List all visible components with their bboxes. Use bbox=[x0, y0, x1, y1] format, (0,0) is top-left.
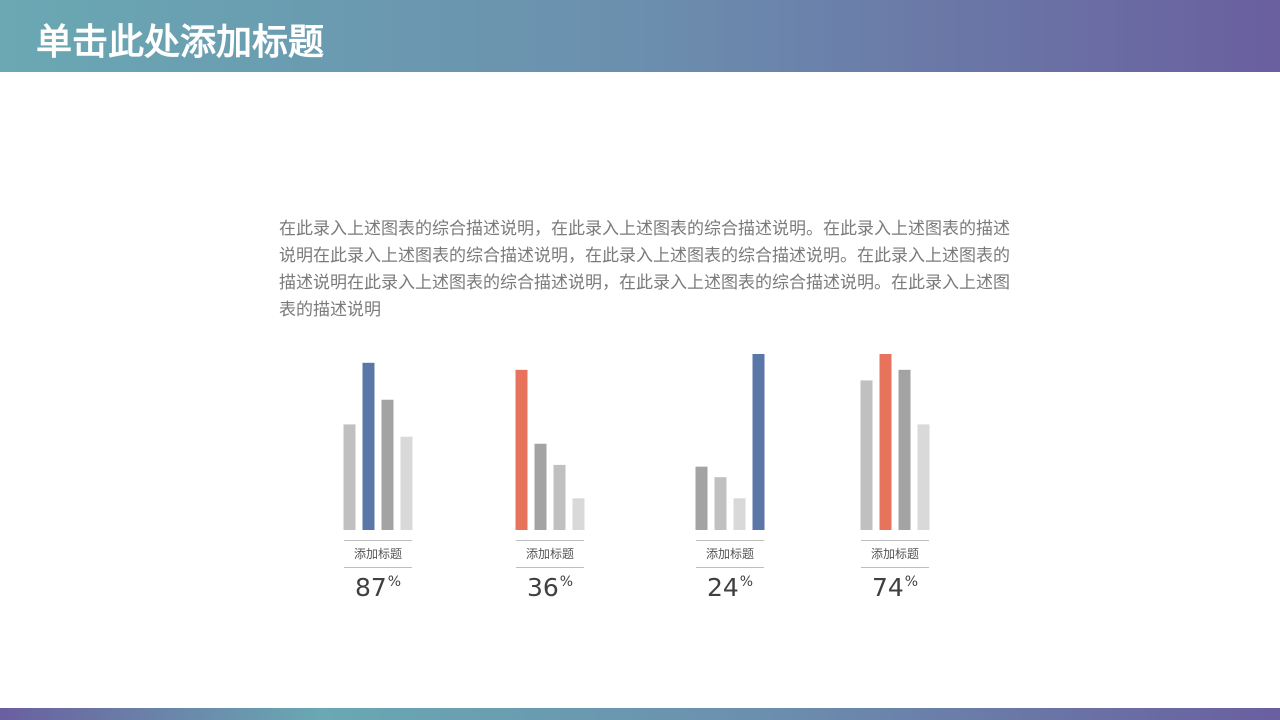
chart-1-bar-4 bbox=[400, 436, 413, 530]
chart-1-label-bottom-line bbox=[344, 567, 412, 568]
chart-2-label: 添加标题 bbox=[525, 547, 574, 561]
chart-3-bar-1 bbox=[695, 466, 708, 530]
chart-2-bar-3 bbox=[553, 464, 566, 530]
chart-2-percent: 36% bbox=[490, 573, 610, 602]
chart-1-bar-1 bbox=[343, 424, 356, 530]
chart-4-bar-1 bbox=[860, 380, 873, 530]
chart-1-percent-number: 87 bbox=[354, 573, 387, 602]
chart-1-label: 添加标题 bbox=[353, 547, 402, 561]
footer-bar bbox=[0, 708, 1280, 720]
chart-3-bar-4 bbox=[752, 354, 765, 530]
chart-3-percent-number: 24 bbox=[706, 573, 739, 602]
chart-4-label: 添加标题 bbox=[870, 547, 919, 561]
chart-3-percent-unit: % bbox=[739, 574, 754, 590]
chart-1-percent: 87% bbox=[318, 573, 438, 602]
chart-2-percent-number: 36 bbox=[526, 573, 559, 602]
chart-4-percent-number: 74 bbox=[871, 573, 904, 602]
chart-1-bar-3 bbox=[381, 399, 394, 530]
chart-3-label-top-line bbox=[696, 540, 764, 541]
chart-1-percent-unit: % bbox=[387, 574, 402, 590]
chart-4-label-top-line bbox=[861, 540, 929, 541]
chart-4-bar-4 bbox=[917, 424, 930, 530]
chart-4-bar-3 bbox=[898, 369, 911, 530]
header-bar bbox=[0, 0, 1280, 72]
chart-3-bar-3 bbox=[733, 498, 746, 530]
chart-3-percent: 24% bbox=[670, 573, 790, 602]
chart-4-percent-unit: % bbox=[904, 574, 919, 590]
chart-2-label-top-line bbox=[516, 540, 584, 541]
chart-3-label: 添加标题 bbox=[705, 547, 754, 561]
page-title: 单击此处添加标题 bbox=[36, 22, 325, 63]
chart-4-percent: 74% bbox=[835, 573, 955, 602]
chart-4-bar-2 bbox=[879, 354, 892, 530]
chart-2-bar-4 bbox=[572, 498, 585, 530]
chart-4-label-bottom-line bbox=[861, 567, 929, 568]
chart-2-percent-unit: % bbox=[559, 574, 574, 590]
chart-1-label-top-line bbox=[344, 540, 412, 541]
chart-3-label-bottom-line bbox=[696, 567, 764, 568]
description-text: 在此录入上述图表的综合描述说明，在此录入上述图表的综合描述说明。在此录入上述图表… bbox=[279, 219, 1010, 320]
chart-2-bar-1 bbox=[515, 369, 528, 530]
chart-2-bar-2 bbox=[534, 443, 547, 530]
chart-3-bar-2 bbox=[714, 477, 727, 530]
chart-2-label-bottom-line bbox=[516, 567, 584, 568]
chart-1-bar-2 bbox=[362, 362, 375, 530]
